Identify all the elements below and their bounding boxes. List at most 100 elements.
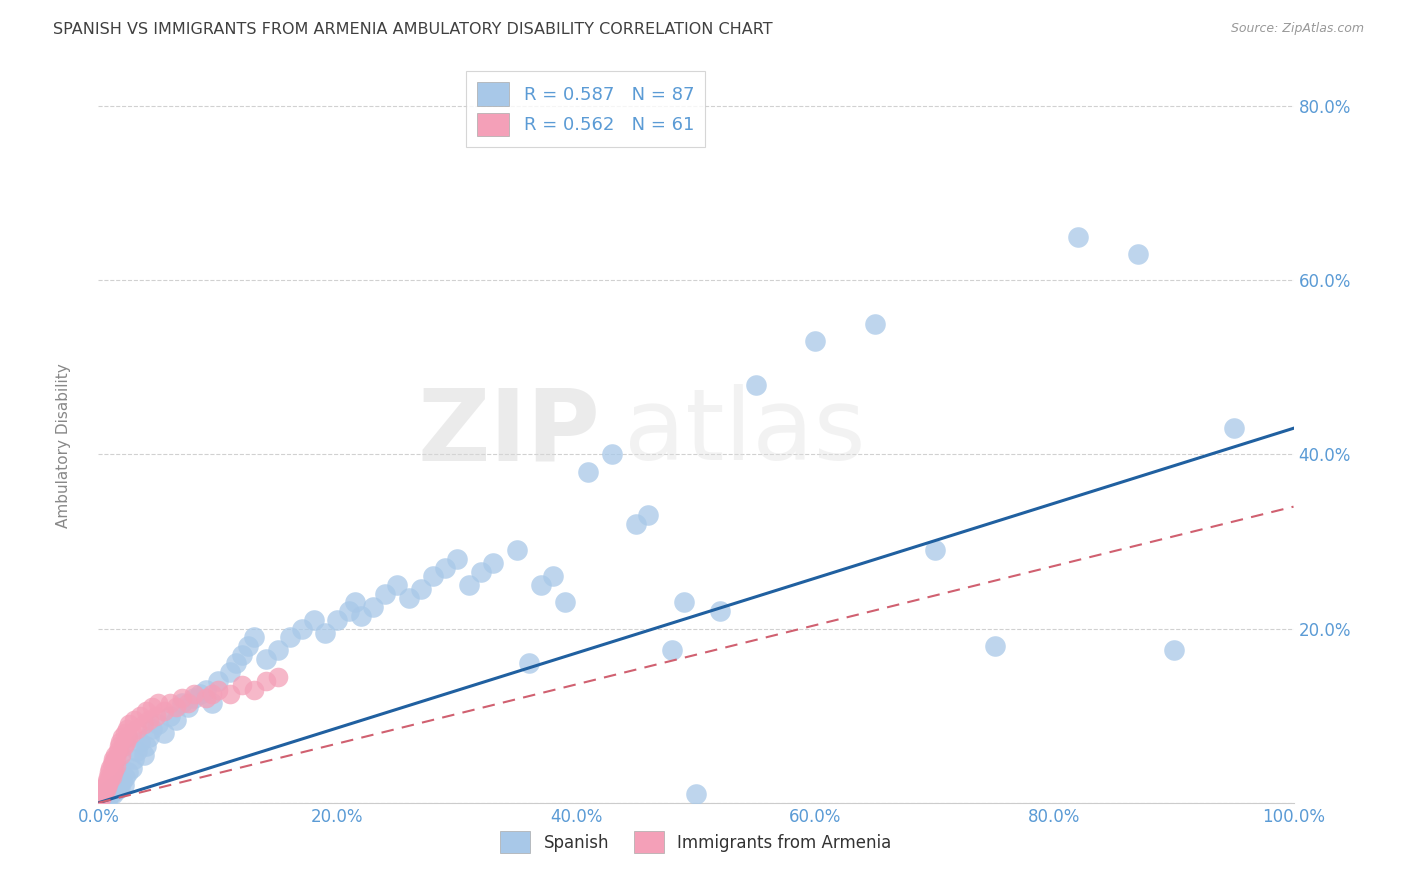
Point [326, 613, 349, 627]
Point [172, 691, 194, 706]
Point [91, 782, 114, 797]
Point [98, 788, 121, 802]
Point [411, 582, 433, 597]
Point [132, 747, 155, 762]
Text: Source: ZipAtlas.com: Source: ZipAtlas.com [1230, 22, 1364, 36]
Point [91, 789, 114, 803]
Point [219, 665, 242, 680]
Point [984, 639, 1007, 653]
Point [111, 731, 134, 745]
Text: SPANISH VS IMMIGRANTS FROM ARMENIA AMBULATORY DISABILITY CORRELATION CHART: SPANISH VS IMMIGRANTS FROM ARMENIA AMBUL… [53, 22, 773, 37]
Point [141, 722, 163, 736]
Point [90, 791, 112, 805]
Point [254, 673, 277, 688]
Point [108, 780, 131, 794]
Point [291, 622, 314, 636]
Point [183, 691, 205, 706]
Point [98, 765, 121, 780]
Point [103, 763, 125, 777]
Point [96, 780, 118, 794]
Point [201, 696, 224, 710]
Point [129, 708, 152, 723]
Point [114, 770, 136, 784]
Point [100, 770, 122, 784]
Point [97, 770, 120, 784]
Point [165, 700, 187, 714]
Point [804, 334, 827, 348]
Point [225, 657, 247, 671]
Point [195, 691, 218, 706]
Point [108, 735, 131, 749]
Point [138, 713, 160, 727]
Point [153, 726, 176, 740]
Point [124, 752, 146, 766]
Point [745, 377, 768, 392]
Point [578, 465, 600, 479]
Point [517, 657, 540, 671]
Point [159, 696, 181, 710]
Point [481, 556, 505, 570]
Point [172, 696, 194, 710]
Point [129, 735, 152, 749]
Point [385, 578, 409, 592]
Point [93, 780, 115, 794]
Point [112, 739, 135, 754]
Point [188, 687, 211, 701]
Point [105, 778, 128, 792]
Point [626, 517, 648, 532]
Point [98, 774, 121, 789]
Point [236, 639, 259, 653]
Point [98, 761, 122, 775]
Point [96, 774, 118, 789]
Point [148, 696, 170, 710]
Point [709, 604, 731, 618]
Point [105, 759, 128, 773]
Point [1067, 229, 1090, 244]
Point [96, 785, 118, 799]
Point [110, 747, 132, 762]
Point [101, 752, 124, 766]
Point [339, 604, 361, 618]
Point [145, 708, 167, 723]
Point [315, 626, 337, 640]
Point [101, 765, 124, 780]
Point [101, 787, 124, 801]
Point [91, 791, 114, 805]
Point [673, 595, 696, 609]
Point [97, 790, 120, 805]
Point [243, 630, 266, 644]
Point [121, 761, 143, 775]
Point [148, 717, 170, 731]
Point [107, 743, 129, 757]
Point [541, 569, 564, 583]
Point [103, 780, 125, 794]
Point [100, 756, 122, 771]
Point [374, 587, 396, 601]
Point [115, 735, 138, 749]
Point [363, 599, 385, 614]
Point [135, 739, 157, 754]
Legend: Spanish, Immigrants from Armenia: Spanish, Immigrants from Armenia [492, 823, 900, 861]
Point [97, 777, 120, 791]
Point [91, 787, 114, 801]
Point [94, 789, 117, 804]
Point [865, 317, 887, 331]
Point [93, 787, 115, 801]
Point [195, 682, 218, 697]
Point [165, 713, 187, 727]
Point [104, 783, 127, 797]
Point [94, 778, 117, 792]
Point [107, 781, 129, 796]
Point [231, 678, 253, 692]
Point [105, 752, 128, 766]
Point [350, 608, 373, 623]
Point [94, 782, 117, 797]
Point [111, 774, 134, 789]
Point [422, 569, 444, 583]
Point [104, 747, 127, 762]
Text: Ambulatory Disability: Ambulatory Disability [56, 364, 70, 528]
Point [924, 543, 946, 558]
Point [124, 713, 146, 727]
Point [125, 743, 148, 757]
Point [661, 643, 683, 657]
